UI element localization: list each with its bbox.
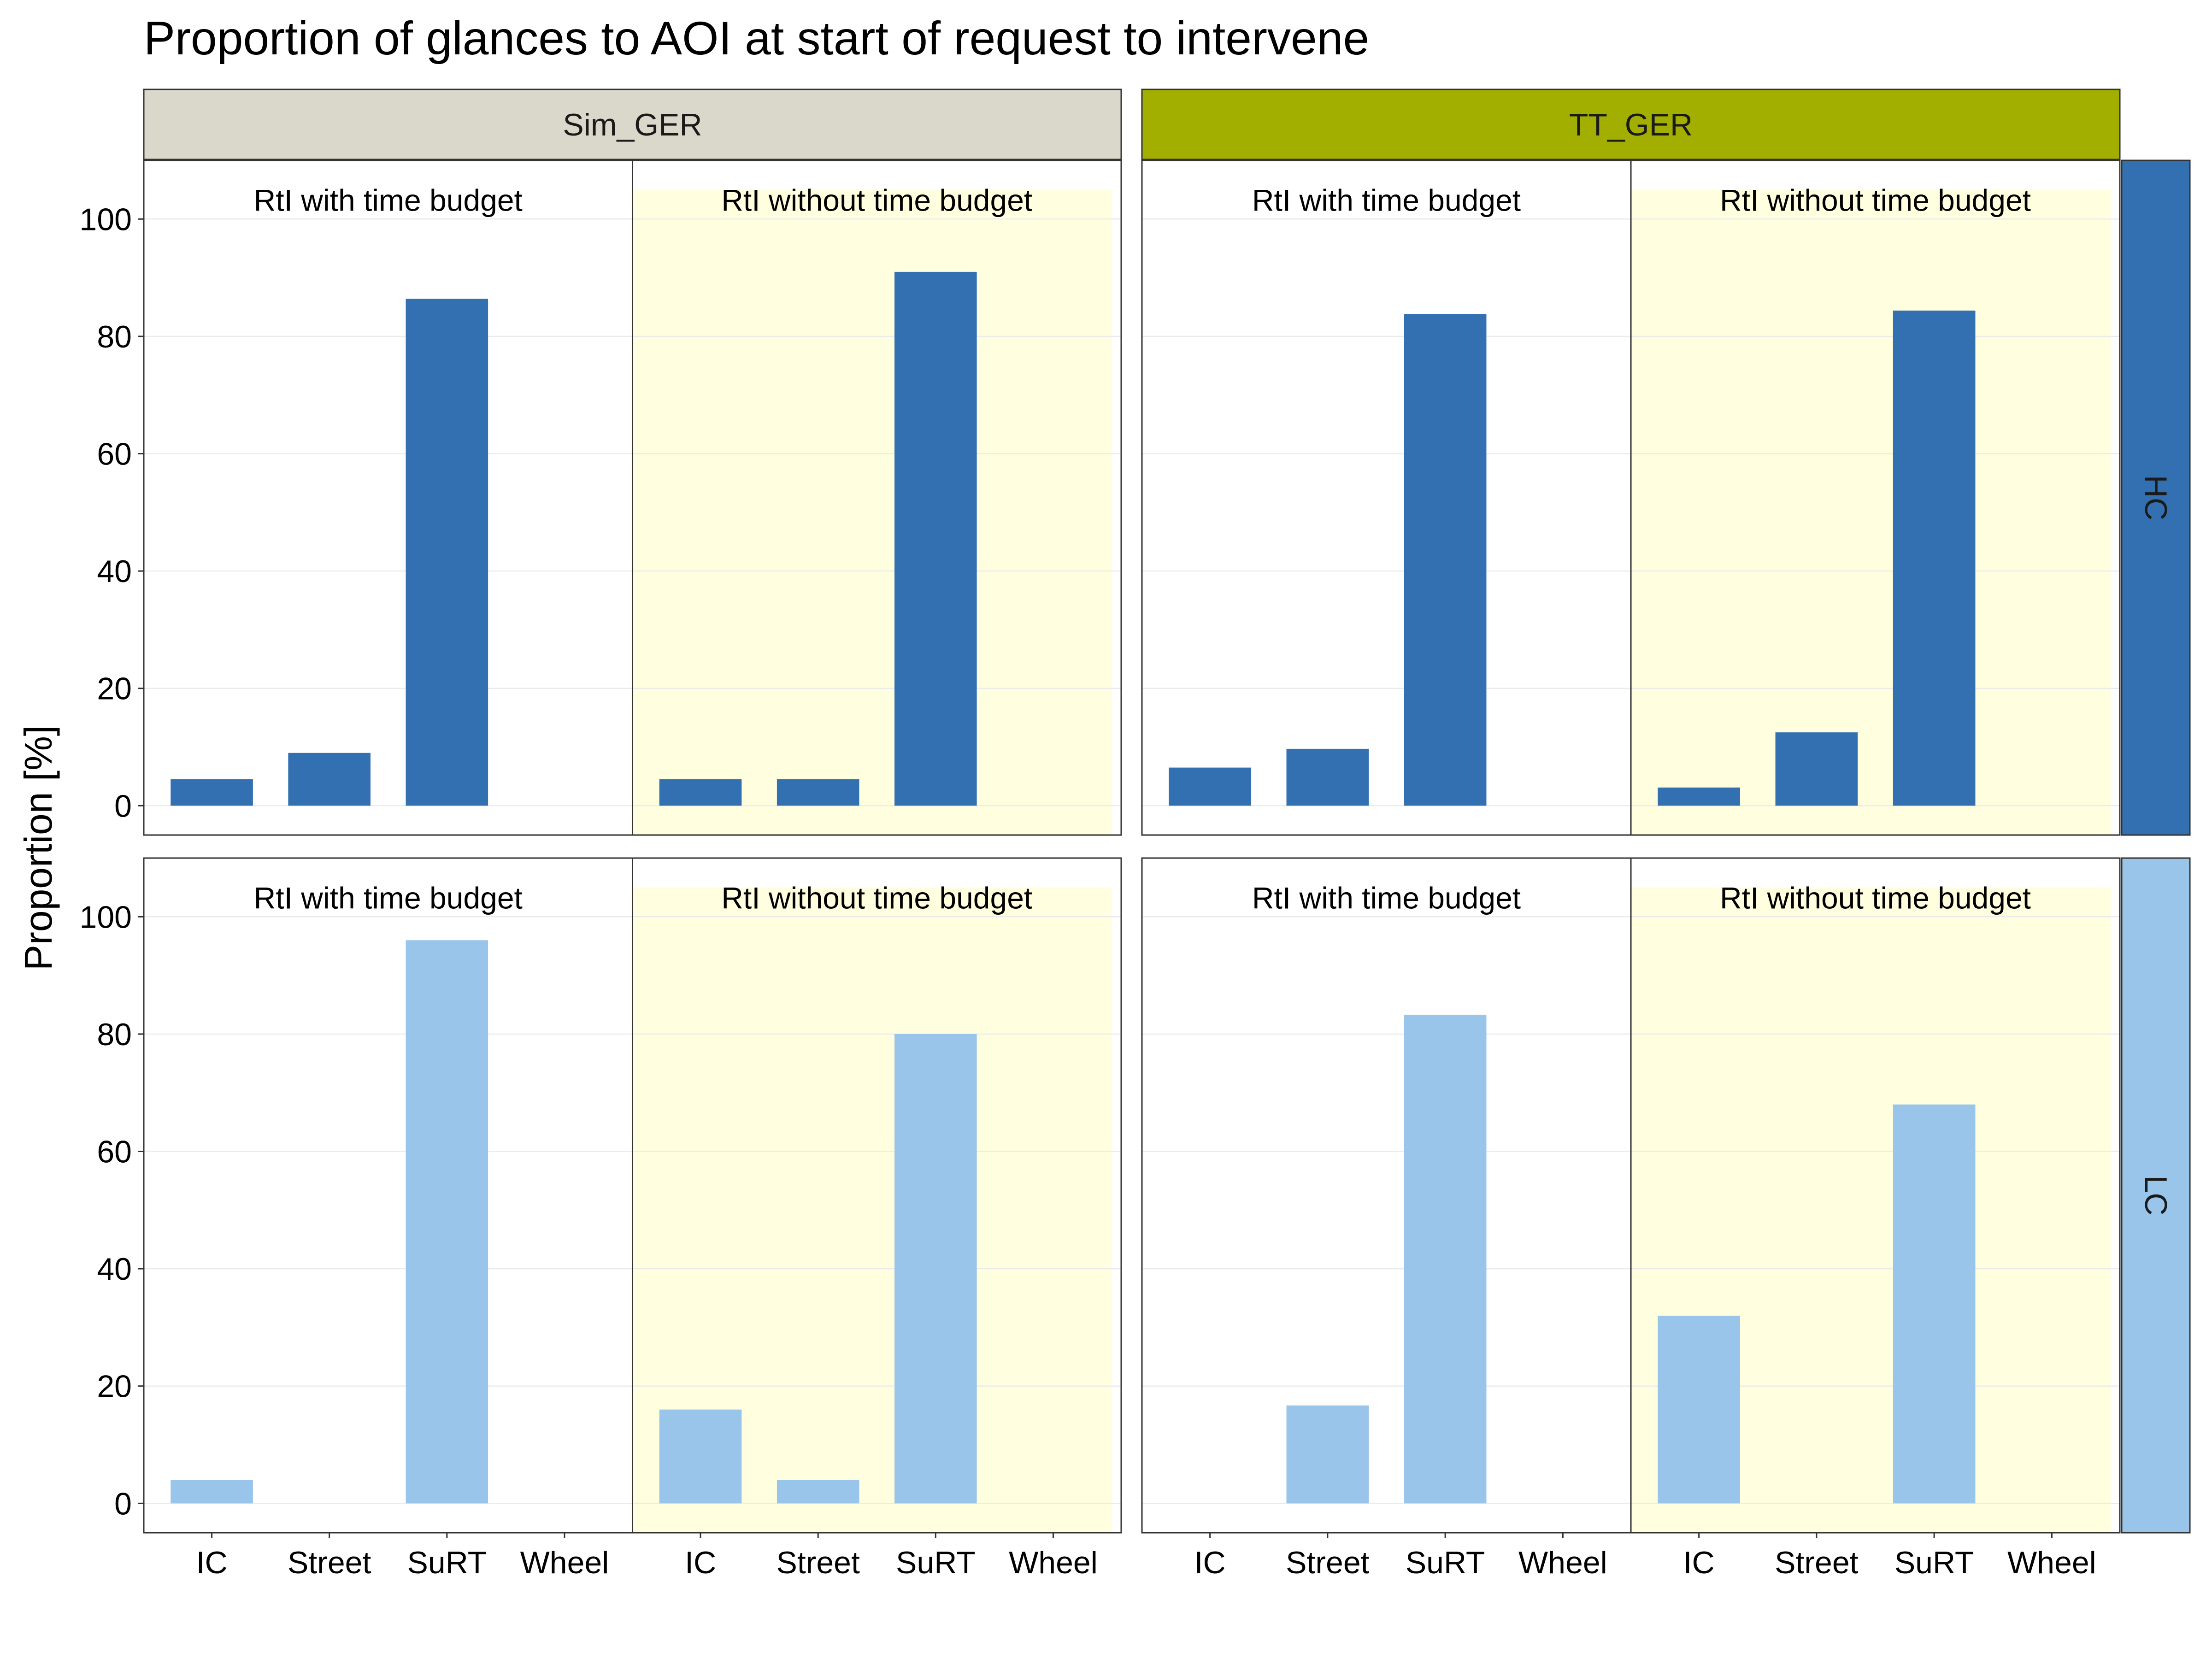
- y-tick-label: 20: [97, 1369, 132, 1404]
- bar-ic: [1658, 787, 1740, 806]
- x-tick-label: SuRT: [1406, 1545, 1485, 1580]
- row-strip-label: HC: [2138, 475, 2173, 520]
- subgroup-label: RtI with time budget: [254, 881, 523, 915]
- bar-ic: [659, 779, 742, 806]
- bar-surt: [1404, 1014, 1487, 1504]
- x-tick-label: Street: [288, 1545, 371, 1580]
- panel-hc-sim-ger: RtI with time budget RtI without time bud…: [143, 159, 1122, 836]
- panel-border: [143, 857, 1122, 1534]
- bar-surt: [406, 299, 488, 806]
- bar-surt: [1404, 314, 1487, 806]
- x-tick-label: Street: [1286, 1545, 1370, 1580]
- column-strip-tt-ger: [1141, 88, 2121, 160]
- x-tick-label: Wheel: [520, 1545, 609, 1580]
- panel-hc-tt-ger: RtI with time budget RtI without time bud…: [1141, 159, 2121, 836]
- bar-street: [1286, 1405, 1369, 1504]
- bar-street: [288, 753, 371, 806]
- x-tick-label: SuRT: [407, 1545, 487, 1580]
- subgroup-label: RtI without time budget: [1720, 881, 2031, 915]
- subgroup-label: RtI with time budget: [1252, 183, 1521, 218]
- y-tick-label: 80: [97, 319, 132, 354]
- y-axis-title: Proportion [%]: [17, 725, 60, 971]
- panel-border: [143, 159, 1122, 836]
- subgroup-label: RtI without time budget: [721, 881, 1032, 915]
- subgroup-highlight: [632, 189, 1112, 835]
- x-tick-label: IC: [196, 1545, 228, 1580]
- bar-surt: [406, 940, 488, 1504]
- x-tick-label: Wheel: [1009, 1545, 1098, 1580]
- x-tick-label: Wheel: [2007, 1545, 2096, 1580]
- column-strip-sim-ger: [143, 88, 1122, 160]
- facet-panels: Sim_GER TT_GER HC LC 0 20 40 60 80 100 RtI with ti…: [80, 88, 2191, 1580]
- subgroup-label: RtI without time budget: [1720, 183, 2031, 218]
- panel-lc-tt-ger: RtI with time budget RtI without time bud…: [1141, 857, 2121, 1534]
- bar-surt: [1893, 310, 1976, 806]
- y-tick-label: 60: [97, 1135, 132, 1170]
- row-strip-label: LC: [2138, 1176, 2173, 1216]
- y-tick-label: 40: [97, 1252, 132, 1287]
- subgroup-label: RtI with time budget: [254, 183, 523, 218]
- panel-lc-sim-ger: RtI with time budget RtI without time bud…: [143, 857, 1122, 1534]
- bar-ic: [1169, 767, 1251, 806]
- y-tick-label: 100: [80, 202, 132, 237]
- bar-street: [777, 1480, 859, 1504]
- bar-ic: [171, 1480, 253, 1504]
- x-tick-label: Wheel: [1518, 1545, 1607, 1580]
- x-tick-label: IC: [1683, 1545, 1715, 1580]
- y-tick-label: 80: [97, 1017, 132, 1052]
- x-tick-label: SuRT: [1894, 1545, 1974, 1580]
- subgroup-label: RtI without time budget: [721, 183, 1032, 218]
- bar-surt: [1893, 1104, 1976, 1504]
- row-strip-hc: [2121, 159, 2191, 836]
- subgroup-highlight: [1631, 189, 2111, 835]
- y-tick-label: 0: [114, 788, 132, 824]
- chart-title: Proportion of glances to AOI at start of…: [144, 12, 1369, 65]
- bar-surt: [894, 271, 977, 806]
- panel-border: [1141, 857, 2121, 1534]
- x-tick-label: SuRT: [896, 1545, 976, 1580]
- bar-surt: [894, 1034, 977, 1504]
- panel-border: [1141, 159, 2121, 836]
- bar-ic: [659, 1409, 742, 1504]
- x-tick-label: Street: [776, 1545, 860, 1580]
- y-tick-label: 60: [97, 437, 132, 472]
- bar-street: [1286, 748, 1369, 806]
- column-strip-label: Sim_GER: [563, 107, 702, 142]
- y-tick-label: 40: [97, 554, 132, 589]
- x-tick-label: IC: [685, 1545, 716, 1580]
- y-tick-label: 0: [114, 1486, 132, 1521]
- x-tick-label: IC: [1194, 1545, 1226, 1580]
- bar-street: [777, 779, 859, 806]
- bar-street: [1775, 732, 1858, 806]
- bar-ic: [171, 779, 253, 806]
- row-strip-lc: [2121, 857, 2191, 1534]
- subgroup-label: RtI with time budget: [1252, 881, 1521, 915]
- y-tick-label: 20: [97, 671, 132, 706]
- bar-ic: [1658, 1315, 1740, 1504]
- x-tick-label: Street: [1775, 1545, 1859, 1580]
- column-strip-label: TT_GER: [1569, 107, 1693, 142]
- y-tick-label: 100: [80, 900, 132, 935]
